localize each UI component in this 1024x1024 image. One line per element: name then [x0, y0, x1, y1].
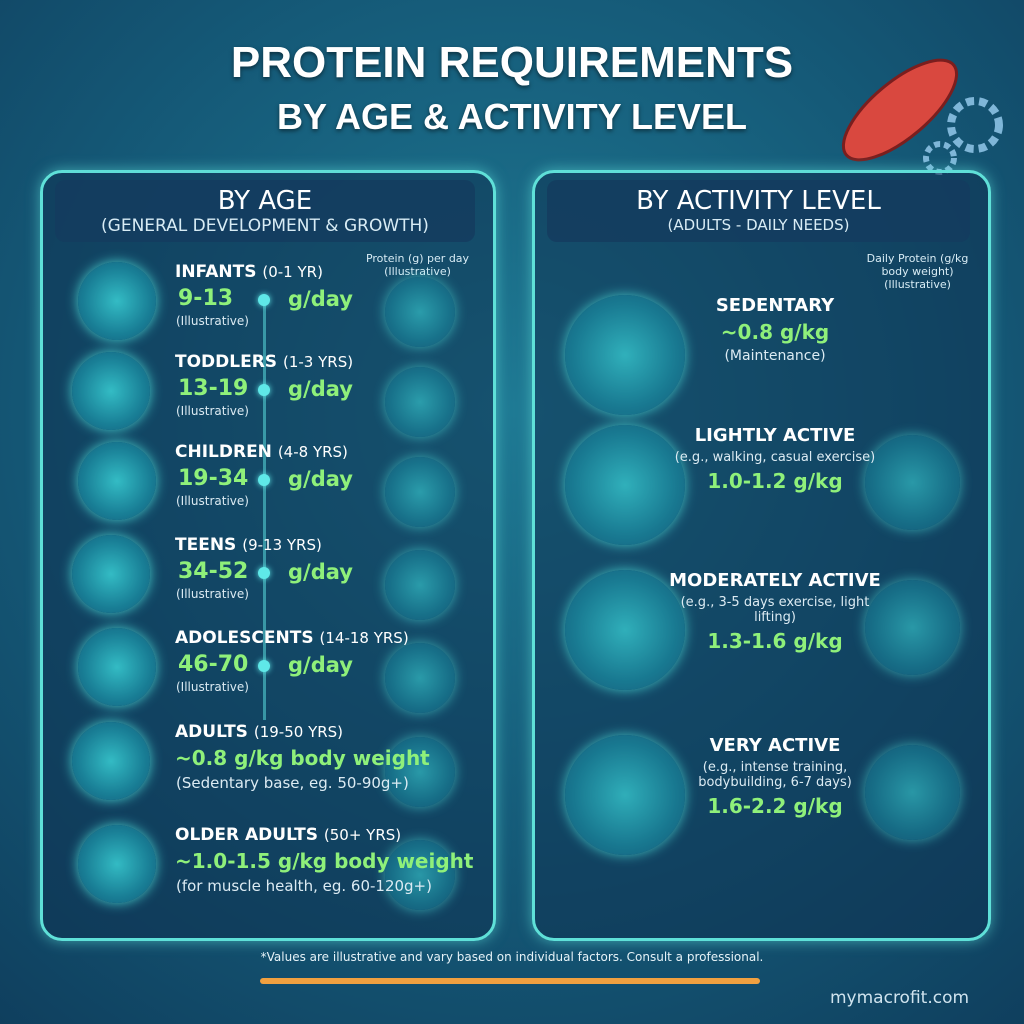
age-art: [385, 840, 455, 910]
age-icon: [72, 352, 150, 430]
age-unit: g/day: [288, 287, 353, 311]
activity-name: MODERATELY ACTIVE: [669, 570, 881, 591]
age-name: TODDLERS: [175, 352, 278, 372]
activity-name: SEDENTARY: [715, 295, 835, 316]
timeline-dot: [258, 384, 270, 396]
age-art: [385, 277, 455, 347]
age-note: (Illustrative): [176, 680, 249, 694]
activity-art: [865, 745, 960, 840]
activity-icon: [565, 570, 685, 690]
age-amount: 46-70: [178, 652, 249, 677]
activity-header: BY ACTIVITY LEVEL (ADULTS - DAILY NEEDS): [547, 180, 970, 242]
age-note: (Illustrative): [176, 587, 249, 601]
age-unit: g/day: [288, 653, 353, 677]
activity-name: LIGHTLY ACTIVE: [694, 425, 856, 446]
footer-bar: [260, 978, 760, 984]
activity-art: [865, 580, 960, 675]
age-art: [385, 737, 455, 807]
activity-text: LIGHTLY ACTIVE (e.g., walking, casual exe…: [665, 425, 885, 497]
age-amount: 13-19: [178, 376, 249, 401]
age-note: (for muscle health, eg. 60-120g+): [176, 877, 432, 895]
age-range: (0-1 YR): [262, 263, 323, 281]
timeline-dot: [258, 294, 270, 306]
age-name-line: CHILDREN (4-8 YRS): [175, 442, 348, 462]
age-name: ADULTS: [175, 722, 248, 742]
activity-art: [865, 435, 960, 530]
age-name: CHILDREN: [175, 442, 272, 462]
age-unit: g/day: [288, 560, 353, 584]
activity-title: BY ACTIVITY LEVEL: [636, 186, 881, 216]
age-amount: ~0.8 g/kg body weight: [175, 746, 430, 770]
activity-icon: [565, 735, 685, 855]
age-range: (4-8 YRS): [277, 443, 348, 461]
age-icon: [78, 262, 156, 340]
activity-icon: [565, 295, 685, 415]
activity-desc: (e.g., walking, casual exercise): [674, 450, 876, 465]
site: mymacrofit.com: [830, 988, 970, 1008]
title-line1: PROTEIN REQUIREMENTS: [230, 38, 794, 87]
age-name: OLDER ADULTS: [175, 825, 318, 845]
timeline-dot: [258, 567, 270, 579]
age-art: [385, 457, 455, 527]
age-icon: [72, 535, 150, 613]
activity-note: (Maintenance): [724, 348, 826, 364]
age-amount: 9-13: [178, 286, 234, 311]
age-name-line: ADULTS (19-50 YRS): [175, 722, 343, 742]
disclaimer: *Values are illustrative and vary based …: [260, 950, 764, 964]
age-name: TEENS: [175, 535, 237, 555]
timeline-dot: [258, 660, 270, 672]
activity-desc: (e.g., 3-5 days exercise, light lifting): [680, 595, 870, 625]
age-name: INFANTS: [175, 262, 257, 282]
age-name-line: OLDER ADULTS (50+ YRS): [175, 825, 401, 845]
age-amount: ~1.0-1.5 g/kg body weight: [175, 849, 474, 873]
age-unit: g/day: [288, 467, 353, 491]
age-amount: 34-52: [178, 559, 249, 584]
age-note: (Sedentary base, eg. 50-90g+): [176, 774, 409, 792]
age-note: (Illustrative): [176, 404, 249, 418]
age-icon: [72, 722, 150, 800]
age-name: ADOLESCENTS: [175, 628, 314, 648]
age-subtitle: (GENERAL DEVELOPMENT & GROWTH): [101, 216, 429, 236]
age-range: (9-13 YRS): [242, 536, 322, 554]
age-note: (Illustrative): [176, 314, 249, 328]
age-name-line: INFANTS (0-1 YR): [175, 262, 323, 282]
activity-note: Daily Protein (g/kg body weight) (Illust…: [866, 252, 969, 291]
age-range: (50+ YRS): [323, 826, 402, 844]
activity-amount: 1.0-1.2 g/kg: [707, 469, 843, 493]
age-range: (19-50 YRS): [253, 723, 344, 741]
age-art: [385, 643, 455, 713]
age-art: [385, 367, 455, 437]
activity-icon: [565, 425, 685, 545]
timeline: [263, 300, 266, 720]
activity-amount: 1.3-1.6 g/kg: [707, 629, 843, 653]
muscle-gear-art: [841, 58, 1003, 175]
activity-text: MODERATELY ACTIVE (e.g., 3-5 days exercis…: [665, 570, 885, 657]
age-note: Protein (g) per day (Illustrative): [365, 252, 470, 278]
age-header: BY AGE (GENERAL DEVELOPMENT & GROWTH): [55, 180, 475, 242]
age-unit: g/day: [288, 377, 353, 401]
age-title: BY AGE: [217, 186, 313, 216]
title-line2: BY AGE & ACTIVITY LEVEL: [276, 96, 748, 137]
activity-text: VERY ACTIVE (e.g., intense training, body…: [665, 735, 885, 822]
timeline-dot: [258, 474, 270, 486]
age-icon: [78, 442, 156, 520]
activity-text: SEDENTARY ~0.8 g/kg (Maintenance): [665, 295, 885, 368]
age-icon: [78, 628, 156, 706]
activity-amount: 1.6-2.2 g/kg: [707, 794, 843, 818]
age-range: (1-3 YRS): [282, 353, 354, 371]
age-range: (14-18 YRS): [319, 629, 409, 647]
activity-desc: (e.g., intense training, bodybuilding, 6…: [698, 760, 852, 790]
activity-amount: ~0.8 g/kg: [720, 320, 830, 344]
age-art: [385, 550, 455, 620]
activity-subtitle: (ADULTS - DAILY NEEDS): [667, 216, 850, 234]
age-amount: 19-34: [178, 466, 249, 491]
age-icon: [78, 825, 156, 903]
activity-name: VERY ACTIVE: [709, 735, 841, 756]
age-name-line: TODDLERS (1-3 YRS): [175, 352, 353, 372]
age-note: (Illustrative): [176, 494, 249, 508]
age-name-line: TEENS (9-13 YRS): [175, 535, 322, 555]
age-name-line: ADOLESCENTS (14-18 YRS): [175, 628, 409, 648]
